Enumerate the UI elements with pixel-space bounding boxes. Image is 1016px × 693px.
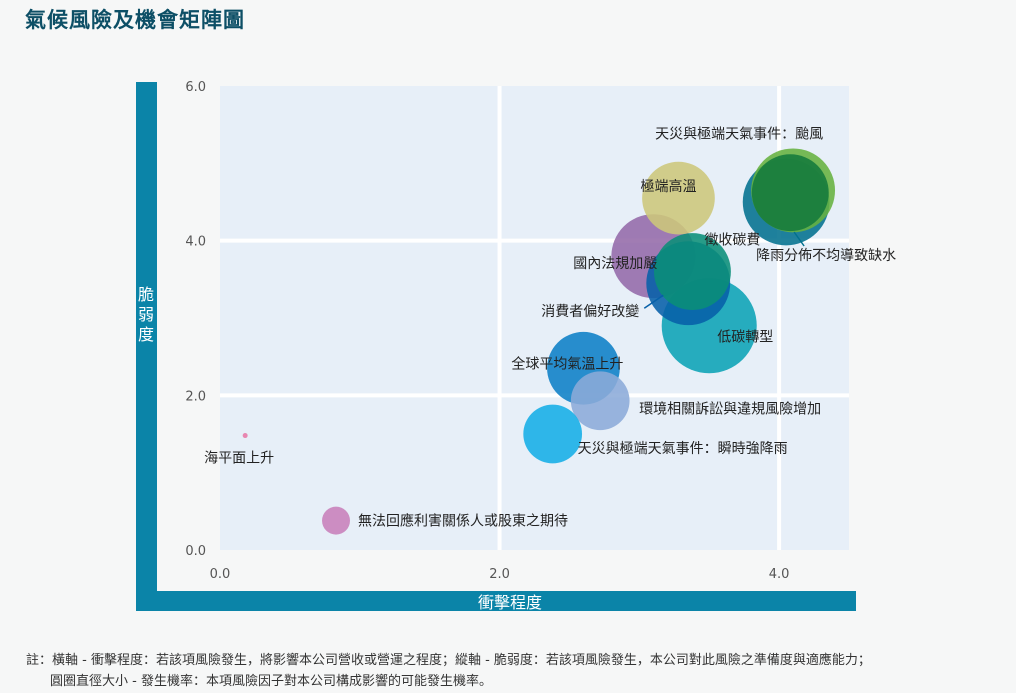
x-tick-label: 4.0 — [769, 567, 790, 582]
y-tick-label: 6.0 — [185, 80, 206, 95]
bubble-label: 極端高溫 — [640, 178, 696, 195]
leader-line — [793, 231, 805, 247]
leader-line — [643, 294, 664, 309]
bubble-label: 低碳轉型 — [717, 330, 773, 346]
bubble — [570, 371, 630, 431]
bubble — [642, 161, 715, 235]
y-axis-title-char: 脆 — [138, 285, 154, 304]
axis-ticks: 0.0 2.0 4.0 0.0 2.0 4.0 6.0 — [185, 80, 789, 582]
bubble — [242, 433, 248, 439]
leader-lines — [643, 231, 805, 309]
y-axis-title-char: 弱 — [138, 305, 154, 324]
bubble-layer — [242, 148, 836, 535]
y-tick-label: 2.0 — [185, 389, 206, 404]
footnote: 註：橫軸 - 衝擊程度：若該項風險發生，將影響本公司營收或營運之程度；縱軸 - … — [26, 650, 1006, 692]
x-tick-label: 2.0 — [489, 567, 510, 582]
bubble-label: 全球平均氣溫上升 — [511, 355, 623, 372]
x-axis-title: 衝擊程度 — [478, 593, 542, 612]
y-tick-label: 0.0 — [185, 544, 206, 559]
footnote-line-2: 圓圈直徑大小 - 發生機率：本項風險因子對本公司構成影響的可能發生機率。 — [50, 674, 492, 689]
x-tick-label: 0.0 — [210, 567, 231, 582]
bubble-label: 徵收碳費 — [704, 233, 760, 249]
bubble — [523, 404, 583, 464]
footnote-line-1: 註：橫軸 - 衝擊程度：若該項風險發生，將影響本公司營收或營運之程度；縱軸 - … — [26, 653, 871, 668]
bubble — [751, 154, 829, 232]
y-axis-bar — [136, 82, 157, 611]
risk-matrix-chart: 0.0 2.0 4.0 0.0 2.0 4.0 6.0 天災與極端天氣事件：颱風降雨分佈不均… — [136, 80, 896, 612]
page-title: 氣候風險及機會矩陣圖 — [25, 7, 245, 32]
bubble-label: 降雨分佈不均導致缺水 — [756, 247, 896, 264]
bubble-label: 天災與極端天氣事件：颱風 — [655, 126, 823, 142]
y-tick-label: 4.0 — [185, 235, 206, 250]
bubble — [654, 233, 731, 311]
bubble-label: 無法回應利害關係人或股東之期待 — [358, 513, 568, 530]
bubble-label: 天災與極端天氣事件：瞬時強降雨 — [578, 441, 788, 457]
bubble-label: 環境相關訴訟與違規風險增加 — [639, 402, 821, 418]
x-axis-bar — [136, 591, 856, 611]
bubble-label: 消費者偏好改變 — [541, 304, 639, 320]
y-axis-title-char: 度 — [138, 325, 154, 344]
bubble-label: 海平面上升 — [204, 451, 274, 467]
bubble-label: 國內法規加嚴 — [573, 256, 657, 272]
y-axis-title: 脆弱度 — [138, 285, 154, 344]
bubble — [322, 506, 350, 535]
